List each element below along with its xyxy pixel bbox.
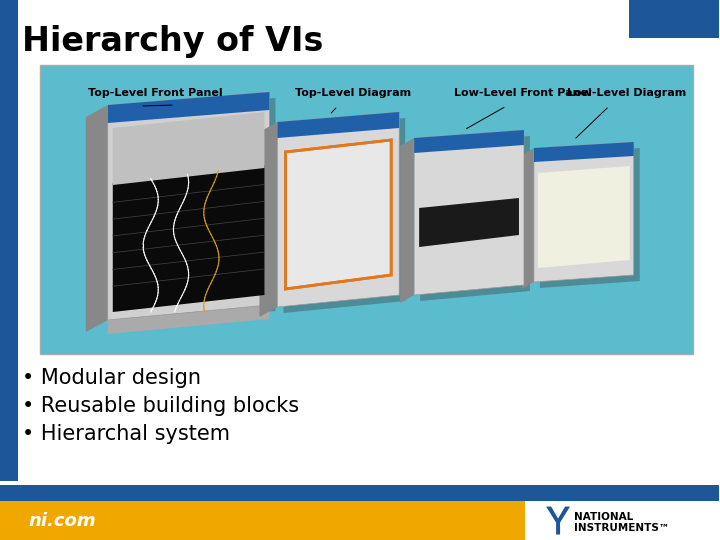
Polygon shape [114,98,276,326]
Bar [525,501,719,540]
Polygon shape [113,112,264,185]
Bar [0,501,525,540]
Polygon shape [540,148,639,288]
Polygon shape [108,92,269,320]
Polygon shape [546,507,570,535]
Polygon shape [414,130,524,153]
Polygon shape [284,118,405,313]
Polygon shape [113,165,264,312]
Polygon shape [419,198,519,247]
Text: INSTRUMENTS™: INSTRUMENTS™ [574,523,670,532]
Polygon shape [108,92,269,123]
Text: NATIONAL: NATIONAL [574,511,634,522]
Text: • Hierarchal system: • Hierarchal system [22,424,230,444]
Bar [40,65,693,354]
Polygon shape [538,166,630,268]
Text: • Reusable building blocks: • Reusable building blocks [22,396,299,416]
Polygon shape [285,140,391,289]
Polygon shape [277,112,399,138]
Bar [0,0,18,481]
Polygon shape [400,138,414,303]
Bar [0,485,719,501]
Polygon shape [414,130,524,295]
Text: ni.com: ni.com [28,511,96,530]
Text: Low-Level Diagram: Low-Level Diagram [567,88,686,98]
Text: Low-Level Front Panel: Low-Level Front Panel [454,88,592,98]
Polygon shape [522,148,534,289]
Text: • Modular design: • Modular design [22,368,201,388]
Text: Hierarchy of VIs: Hierarchy of VIs [22,25,323,58]
Polygon shape [534,142,634,282]
Polygon shape [259,122,277,317]
Bar [629,0,719,38]
Polygon shape [534,142,634,162]
Text: Top-Level Diagram: Top-Level Diagram [295,88,412,98]
Polygon shape [108,305,269,334]
Polygon shape [420,136,530,301]
Polygon shape [277,112,399,307]
Text: Top-Level Front Panel: Top-Level Front Panel [88,88,222,98]
Polygon shape [86,105,108,332]
